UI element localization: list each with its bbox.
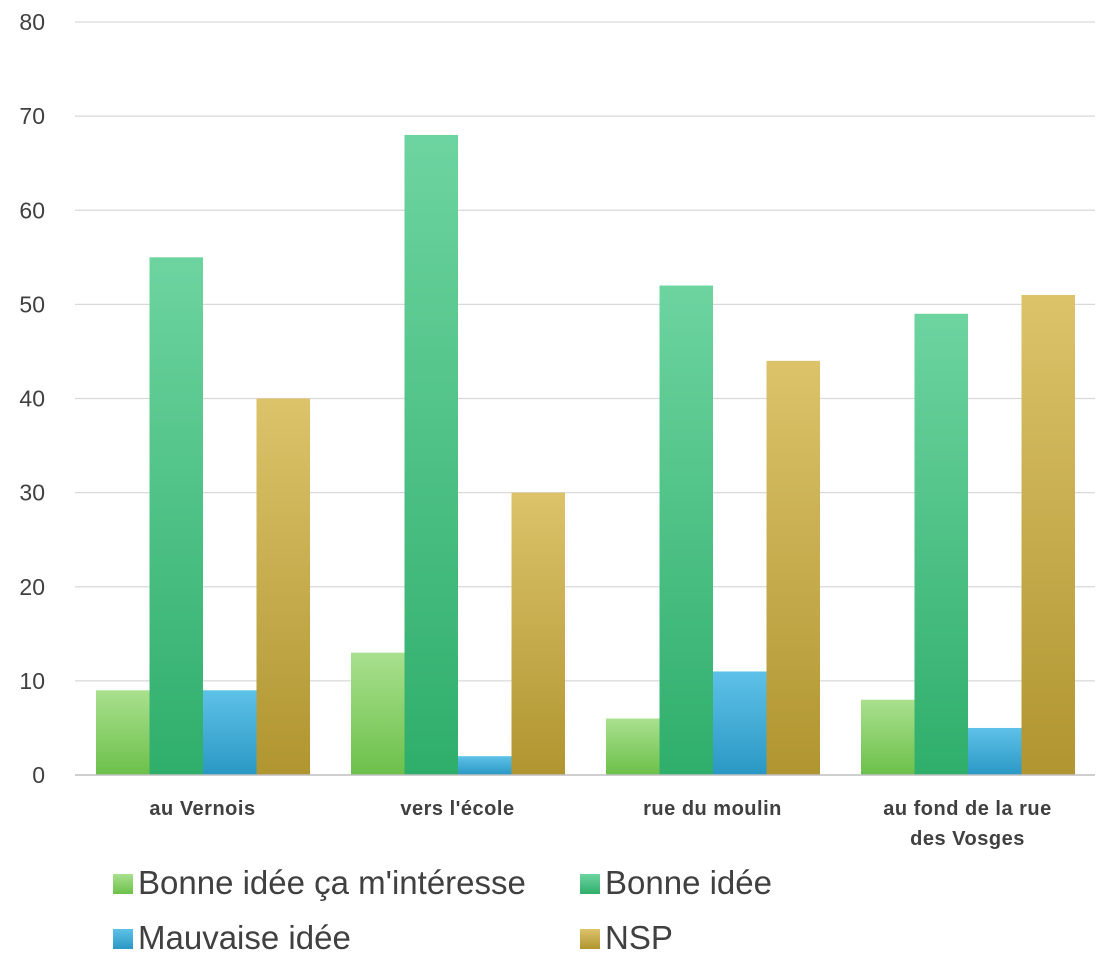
legend: Bonne idée ça m'intéresse Bonne idée Mauva… (113, 864, 772, 956)
y-tick-label: 20 (19, 574, 45, 600)
bar-mauvaise-id-e-2 (713, 671, 767, 775)
bar-nsp-3 (1021, 294, 1075, 775)
bar-mauvaise-id-e-0 (203, 690, 257, 775)
y-tick-label: 60 (19, 197, 45, 223)
legend-item: NSP (580, 919, 673, 956)
bar-bonne-id-e-1 (404, 134, 458, 775)
bar-bonne-id-e-0 (149, 257, 203, 775)
bar-bonne-id-e-a-m-int-resse-2 (606, 718, 660, 775)
gridlines (75, 21, 1095, 682)
x-tick-label: vers l'école (400, 798, 514, 820)
y-tick-label: 40 (19, 386, 45, 412)
legend-swatch (113, 929, 133, 949)
bar-mauvaise-id-e-1 (458, 756, 512, 775)
y-tick-label: 30 (19, 480, 45, 506)
bar-bonne-id-e-2 (659, 285, 713, 775)
bar-bonne-id-e-a-m-int-resse-1 (351, 652, 405, 775)
bar-nsp-1 (511, 492, 565, 775)
x-tick-label: rue du moulin (643, 798, 782, 820)
bar-nsp-2 (766, 360, 820, 775)
bar-bonne-id-e-3 (914, 313, 968, 775)
x-axis-tick-labels: au Vernois vers l'école rue du moulin au fo… (149, 798, 1051, 850)
bar-mauvaise-id-e-3 (968, 727, 1022, 775)
legend-label: Bonne idée (605, 864, 772, 901)
x-tick-label: au Vernois (149, 798, 255, 820)
y-axis-tick-labels: 0 10 20 30 40 50 60 70 80 (19, 9, 45, 788)
legend-label: Bonne idée ça m'intéresse (138, 864, 526, 901)
legend-label: NSP (605, 919, 673, 956)
y-tick-label: 50 (19, 291, 45, 317)
y-tick-label: 70 (19, 103, 45, 129)
legend-item: Bonne idée (580, 864, 772, 901)
y-tick-label: 10 (19, 668, 45, 694)
y-tick-label: 0 (32, 762, 45, 788)
bars (96, 134, 1075, 775)
legend-swatch (580, 874, 600, 894)
legend-item: Mauvaise idée (113, 919, 351, 956)
y-tick-label: 80 (19, 9, 45, 35)
bar-bonne-id-e-a-m-int-resse-0 (96, 690, 150, 775)
bar-nsp-0 (256, 398, 310, 775)
legend-swatch (580, 929, 600, 949)
bar-bonne-id-e-a-m-int-resse-3 (861, 699, 915, 775)
x-tick-label: au fond de la rue des Vosges (883, 798, 1052, 850)
legend-swatch (113, 874, 133, 894)
legend-item: Bonne idée ça m'intéresse (113, 864, 526, 901)
legend-label: Mauvaise idée (138, 919, 351, 956)
